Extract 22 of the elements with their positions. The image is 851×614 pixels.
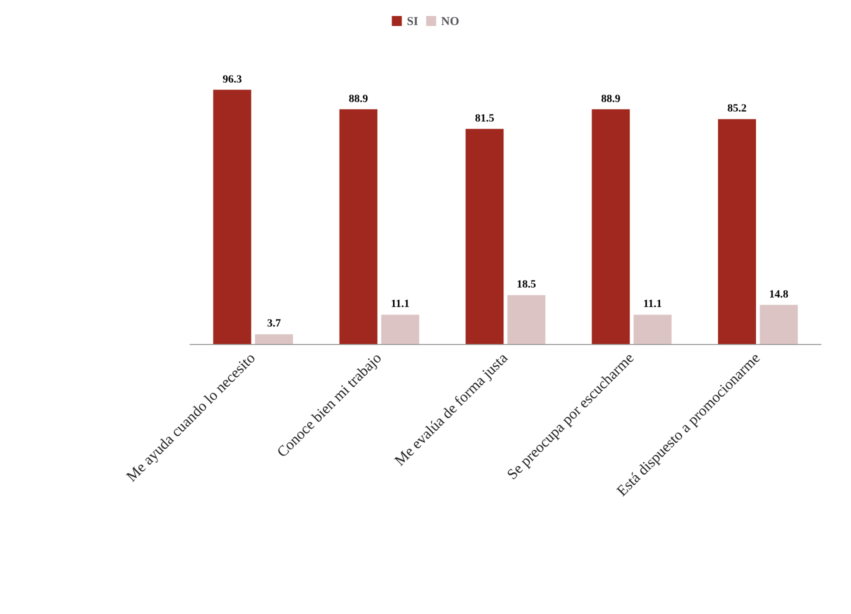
bar xyxy=(760,304,798,344)
bar xyxy=(466,128,504,344)
data-label: 88.9 xyxy=(601,92,621,105)
bar xyxy=(634,314,672,344)
data-label: 85.2 xyxy=(727,102,748,115)
bar xyxy=(507,295,546,344)
bar xyxy=(213,90,252,344)
data-label: 81.5 xyxy=(474,112,495,124)
legend-label: NO xyxy=(441,14,460,28)
data-label: 11.1 xyxy=(390,298,410,310)
data-label: 3.7 xyxy=(267,318,282,330)
data-label: 96.3 xyxy=(222,73,242,86)
data-label: 18.5 xyxy=(516,278,537,291)
bar xyxy=(381,314,420,344)
data-label: 11.1 xyxy=(643,298,662,310)
data-label: 14.8 xyxy=(769,288,789,300)
bar xyxy=(339,109,378,344)
bar xyxy=(255,334,293,344)
data-label: 88.9 xyxy=(348,92,369,105)
bar xyxy=(592,109,630,344)
legend-label: SI xyxy=(406,14,418,28)
bar xyxy=(718,119,756,344)
